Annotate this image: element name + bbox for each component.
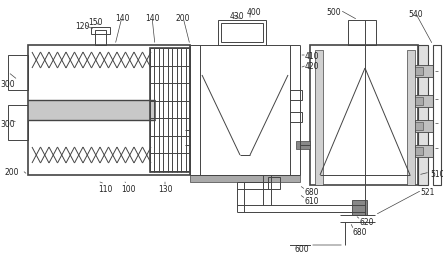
Bar	[315, 50, 323, 185]
Bar	[268, 177, 280, 189]
Bar	[415, 97, 423, 105]
Bar	[348, 20, 376, 45]
Bar	[352, 200, 367, 215]
Bar	[415, 67, 423, 75]
Text: 420: 420	[305, 62, 319, 71]
Bar	[415, 95, 433, 107]
Bar	[8, 55, 28, 90]
Bar	[418, 45, 428, 185]
Text: 300: 300	[0, 80, 15, 89]
Bar	[415, 147, 423, 155]
Bar	[290, 90, 302, 100]
Bar	[290, 112, 302, 122]
Text: 540: 540	[408, 10, 423, 19]
Bar	[433, 45, 441, 185]
Text: 140: 140	[115, 14, 129, 23]
Text: 300: 300	[0, 120, 15, 129]
Text: 110: 110	[98, 185, 112, 194]
Bar	[8, 105, 28, 140]
Bar	[91, 27, 110, 34]
Text: 531: 531	[442, 98, 443, 107]
Bar	[296, 141, 310, 149]
Bar	[407, 50, 415, 185]
Bar	[95, 30, 106, 45]
Text: 200: 200	[176, 14, 190, 23]
Bar	[415, 120, 433, 132]
Text: 511: 511	[442, 70, 443, 79]
Bar	[28, 100, 155, 120]
Text: 521: 521	[420, 188, 435, 197]
Text: 410: 410	[305, 52, 319, 61]
Text: 600: 600	[295, 245, 310, 254]
Bar	[415, 122, 423, 130]
Bar	[415, 145, 433, 157]
Text: 100: 100	[121, 185, 135, 194]
Text: 510: 510	[430, 170, 443, 179]
Text: 610: 610	[305, 197, 319, 206]
Text: 520: 520	[442, 145, 443, 154]
Text: 200: 200	[5, 168, 19, 177]
Text: 680: 680	[305, 188, 319, 197]
Text: 430: 430	[230, 12, 245, 21]
Bar	[190, 175, 300, 182]
Text: 680: 680	[353, 228, 368, 237]
Bar	[221, 23, 263, 42]
Bar	[218, 20, 266, 45]
Text: 120: 120	[75, 22, 89, 31]
Text: 500: 500	[326, 8, 341, 17]
Bar	[415, 65, 433, 77]
Text: 530: 530	[442, 120, 443, 129]
Text: 150: 150	[88, 18, 102, 27]
Bar	[28, 45, 190, 175]
Text: 620: 620	[360, 218, 374, 227]
Bar	[150, 48, 190, 172]
Text: 130: 130	[158, 185, 172, 194]
Text: 400: 400	[247, 8, 262, 17]
Bar	[310, 45, 418, 185]
Text: 140: 140	[145, 14, 159, 23]
